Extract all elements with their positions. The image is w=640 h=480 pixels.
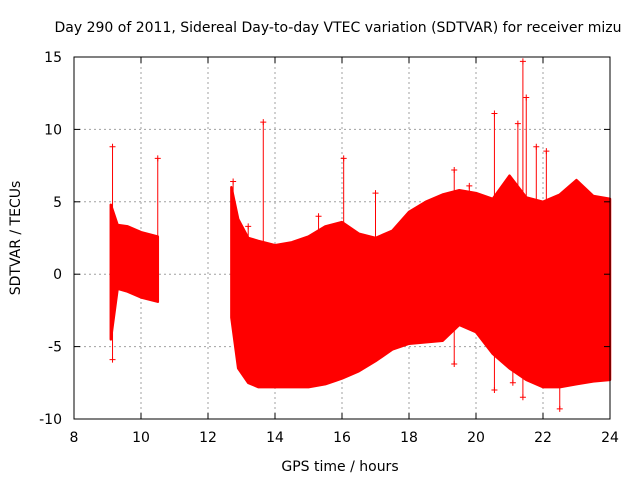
data-point [154, 155, 161, 162]
data-point [372, 190, 379, 197]
data-point [491, 110, 498, 117]
y-tick-label: -10 [39, 412, 62, 428]
chart-title: Day 290 of 2011, Sidereal Day-to-day VTE… [55, 20, 622, 36]
x-tick-label: 10 [132, 430, 150, 446]
y-tick-label: 15 [44, 50, 62, 66]
data-layer [109, 58, 612, 412]
data-point [451, 360, 458, 367]
x-tick-label: 24 [601, 430, 619, 446]
data-point [543, 148, 550, 155]
data-band [230, 174, 612, 389]
data-point [491, 387, 498, 394]
data-point [533, 143, 540, 150]
x-tick-label: 8 [70, 430, 79, 446]
data-point [109, 356, 116, 363]
data-point [451, 166, 458, 173]
data-point [315, 213, 322, 220]
x-axis-label: GPS time / hours [281, 459, 398, 475]
data-point [519, 394, 526, 401]
ticks: 8 10 12 14 16 18 20 22 24 -10 -5 0 5 10 15 [39, 50, 619, 446]
data-point [519, 58, 526, 65]
data-band [109, 203, 160, 341]
data-point [230, 178, 237, 185]
data-point [514, 120, 521, 127]
x-tick-label: 20 [467, 430, 485, 446]
data-point [260, 119, 267, 126]
y-tick-label: -5 [48, 340, 62, 356]
y-tick-label: 5 [53, 195, 62, 211]
data-point [509, 379, 516, 386]
data-point [523, 94, 530, 101]
data-point [466, 182, 473, 189]
y-axis-label: SDTVAR / TECUs [8, 181, 24, 296]
y-tick-label: 0 [53, 267, 62, 283]
x-tick-label: 12 [199, 430, 217, 446]
x-tick-label: 14 [266, 430, 284, 446]
x-tick-label: 18 [400, 430, 418, 446]
data-point [245, 223, 252, 230]
y-tick-label: 10 [44, 122, 62, 138]
data-point [109, 143, 116, 150]
x-tick-label: 16 [333, 430, 351, 446]
data-point [340, 155, 347, 162]
x-tick-label: 22 [534, 430, 552, 446]
data-point [556, 405, 563, 412]
